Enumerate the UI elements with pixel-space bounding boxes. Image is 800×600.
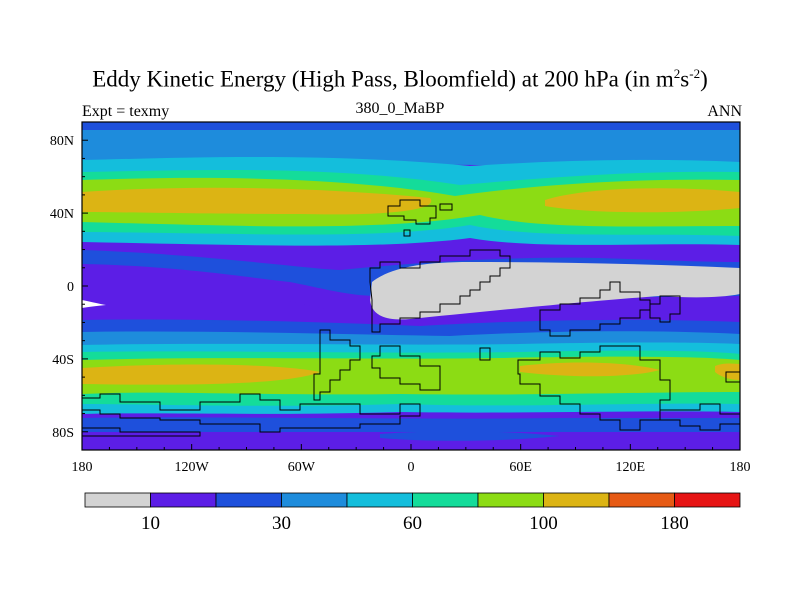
x-tick-label: 180 (72, 460, 93, 475)
y-tick-label: 80N (50, 134, 74, 149)
season-label: ANN (707, 103, 742, 120)
x-tick-label: 0 (408, 460, 415, 475)
colorbar-label: 10 (141, 513, 160, 534)
y-tick-label: 40S (52, 353, 74, 368)
colorbar-swatch (543, 492, 610, 508)
band-below-lowest-gray (370, 262, 740, 320)
colorbar-swatch (281, 492, 348, 508)
y-tick-label: 80S (52, 426, 74, 441)
band-below-lowest-gray-dateline (82, 300, 106, 308)
band-north-jet-right (545, 188, 740, 213)
colorbar-swatch (674, 492, 741, 508)
colorbar-label: 180 (660, 513, 689, 534)
x-tick-label: 120W (175, 460, 210, 475)
case-label: 380_0_MaBP (355, 100, 445, 117)
colorbar-label: 60 (403, 513, 422, 534)
experiment-label: Expt = texmy (82, 103, 170, 120)
coastline-overlay (82, 199, 740, 437)
eke-contour-fill (82, 122, 740, 450)
band-south-pole-mid-blue (380, 431, 560, 441)
colorbar-swatch (608, 492, 675, 508)
x-tick-label: 60E (509, 460, 532, 475)
band-south-pole-violet (82, 432, 740, 450)
map-title: Eddy Kinetic Energy (High Pass, Bloomfie… (92, 66, 708, 92)
longitude-axis: 180 120W 60W 0 60E 120E 180 (72, 444, 751, 475)
x-tick-label: 180 (730, 460, 751, 475)
colorbar-label: 100 (529, 513, 558, 534)
colorbar: 10 30 60 100 180 (84, 492, 741, 534)
colorbar-swatch (346, 492, 413, 508)
x-tick-label: 60W (288, 460, 316, 475)
y-tick-label: 0 (67, 280, 74, 295)
latitude-axis: 80N 40N 0 40S 80S (50, 134, 88, 441)
band-south-jet-mid (520, 362, 660, 377)
colorbar-swatch (150, 492, 217, 508)
y-tick-label: 40N (50, 207, 74, 222)
colorbar-swatch (477, 492, 544, 508)
colorbar-swatch (84, 492, 151, 508)
colorbar-swatch (215, 492, 282, 508)
colorbar-swatch (412, 492, 479, 508)
x-tick-label: 120E (616, 460, 646, 475)
band-north-jet-left (82, 187, 432, 215)
colorbar-label: 30 (272, 513, 291, 534)
band-south-jet-left (82, 364, 320, 385)
